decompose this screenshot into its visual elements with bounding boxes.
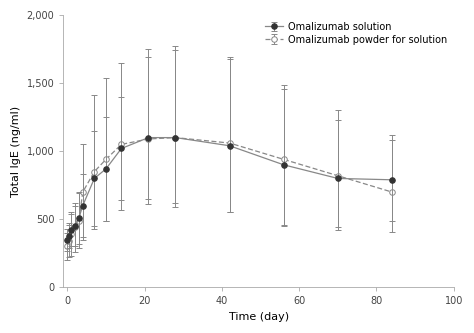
Legend: Omalizumab solution, Omalizumab powder for solution: Omalizumab solution, Omalizumab powder f…	[264, 20, 449, 47]
X-axis label: Time (day): Time (day)	[228, 312, 289, 322]
Y-axis label: Total IgE (ng/ml): Total IgE (ng/ml)	[11, 106, 21, 197]
